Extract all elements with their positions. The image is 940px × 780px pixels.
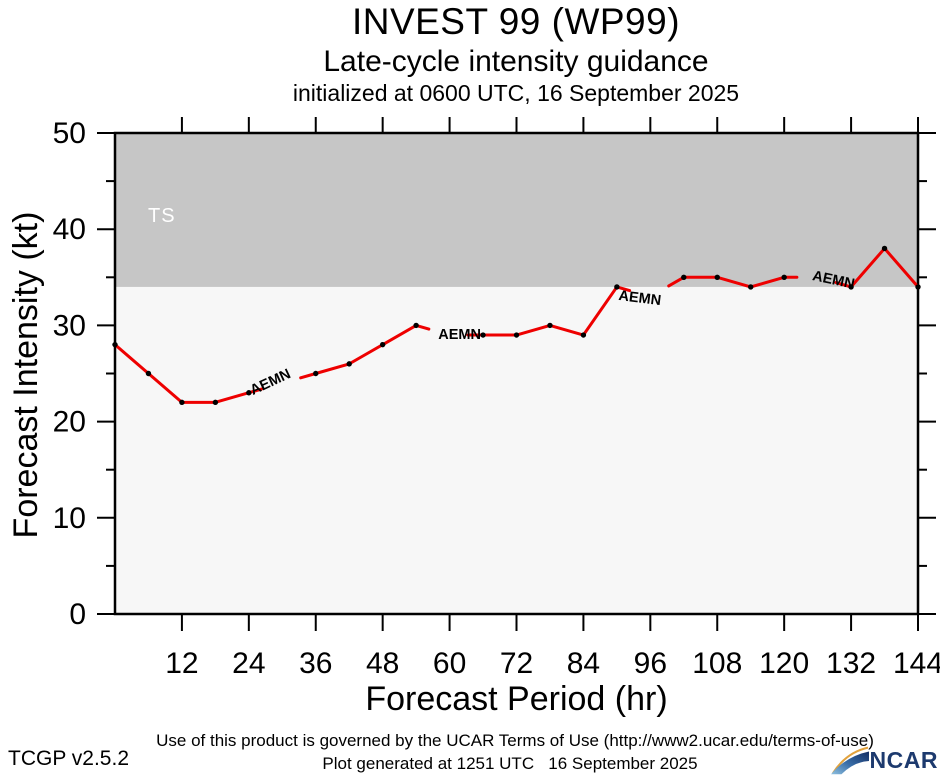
series-point bbox=[681, 274, 687, 280]
series-line-segment bbox=[883, 246, 920, 289]
series-point bbox=[915, 284, 921, 290]
y-tick-label: 20 bbox=[53, 406, 86, 439]
ncar-logo-text: NCAR bbox=[869, 746, 938, 773]
series-line-segment bbox=[314, 362, 351, 375]
y-tick-label: 50 bbox=[53, 117, 86, 150]
x-tick-label: 84 bbox=[567, 647, 600, 680]
series-line-segment bbox=[113, 343, 150, 375]
series-line-segment bbox=[515, 323, 552, 337]
series-point bbox=[748, 284, 754, 290]
ncar-swoosh-icon bbox=[830, 746, 869, 775]
series-line-segment bbox=[849, 246, 887, 289]
y-tick-label: 30 bbox=[53, 309, 86, 342]
series-point bbox=[848, 284, 854, 290]
series-line-segment bbox=[548, 323, 585, 337]
series-point bbox=[313, 370, 319, 377]
plot-frame bbox=[113, 131, 920, 616]
series-point bbox=[112, 341, 118, 348]
x-axis-title: Forecast Period (hr) bbox=[365, 680, 668, 718]
y-tick-label: 10 bbox=[53, 502, 86, 535]
x-tick-label: 48 bbox=[366, 647, 399, 680]
series-point bbox=[346, 361, 352, 367]
tcgp-version-text: TCGP v2.5.2 bbox=[8, 747, 129, 770]
series-point bbox=[145, 370, 152, 377]
series-point bbox=[413, 322, 419, 329]
y-tick-label: 0 bbox=[69, 598, 86, 631]
x-tick-label: 120 bbox=[759, 647, 809, 680]
series-line-segment bbox=[667, 275, 686, 288]
series-point bbox=[781, 274, 787, 280]
x-tick-label: 12 bbox=[165, 647, 198, 680]
series-line-segment bbox=[715, 275, 753, 289]
x-tick-label: 108 bbox=[692, 647, 742, 680]
y-tick-label: 40 bbox=[53, 213, 86, 246]
series-point bbox=[212, 399, 219, 406]
x-tick-label: 60 bbox=[433, 647, 466, 680]
series-point bbox=[513, 332, 520, 338]
plot-generated-text: Plot generated at 1251 UTC 16 September … bbox=[322, 754, 698, 773]
chart-header: INVEST 99 (WP99) Late-cycle intensity gu… bbox=[56, 0, 940, 107]
x-tick-label: 24 bbox=[232, 647, 265, 680]
series-line-segment bbox=[749, 275, 786, 289]
ts-threshold-region bbox=[115, 133, 918, 287]
x-tick-label: 144 bbox=[893, 647, 940, 680]
ts-region-label: TS bbox=[148, 205, 176, 227]
chart-init-time: initialized at 0600 UTC, 16 September 20… bbox=[292, 80, 740, 106]
series-line-segment bbox=[381, 323, 418, 347]
series-point bbox=[379, 341, 386, 348]
series-line-segment bbox=[146, 372, 184, 404]
series-name-label: AEMN bbox=[618, 288, 662, 309]
series-line-segment bbox=[213, 391, 251, 404]
series-point bbox=[547, 322, 553, 329]
x-tick-label: 96 bbox=[634, 647, 667, 680]
ncar-logo: NCAR bbox=[830, 744, 938, 776]
x-tick-label: 132 bbox=[826, 647, 876, 680]
series-point bbox=[480, 332, 486, 338]
series-point bbox=[179, 399, 185, 406]
series-point bbox=[580, 332, 587, 338]
terms-of-use-text: Use of this product is governed by the U… bbox=[156, 731, 874, 750]
series-point bbox=[881, 245, 888, 252]
series-point bbox=[714, 274, 720, 280]
chart-title: INVEST 99 (WP99) bbox=[351, 1, 681, 42]
series-line-segment bbox=[347, 343, 385, 366]
chart-subtitle: Late-cycle intensity guidance bbox=[323, 45, 709, 78]
x-tick-label: 72 bbox=[500, 647, 533, 680]
series-point bbox=[246, 390, 252, 396]
series-line-segment bbox=[581, 285, 619, 337]
x-tick-label: 36 bbox=[299, 647, 332, 680]
series-name-label: AEMN bbox=[438, 327, 481, 343]
series-point bbox=[614, 284, 620, 290]
